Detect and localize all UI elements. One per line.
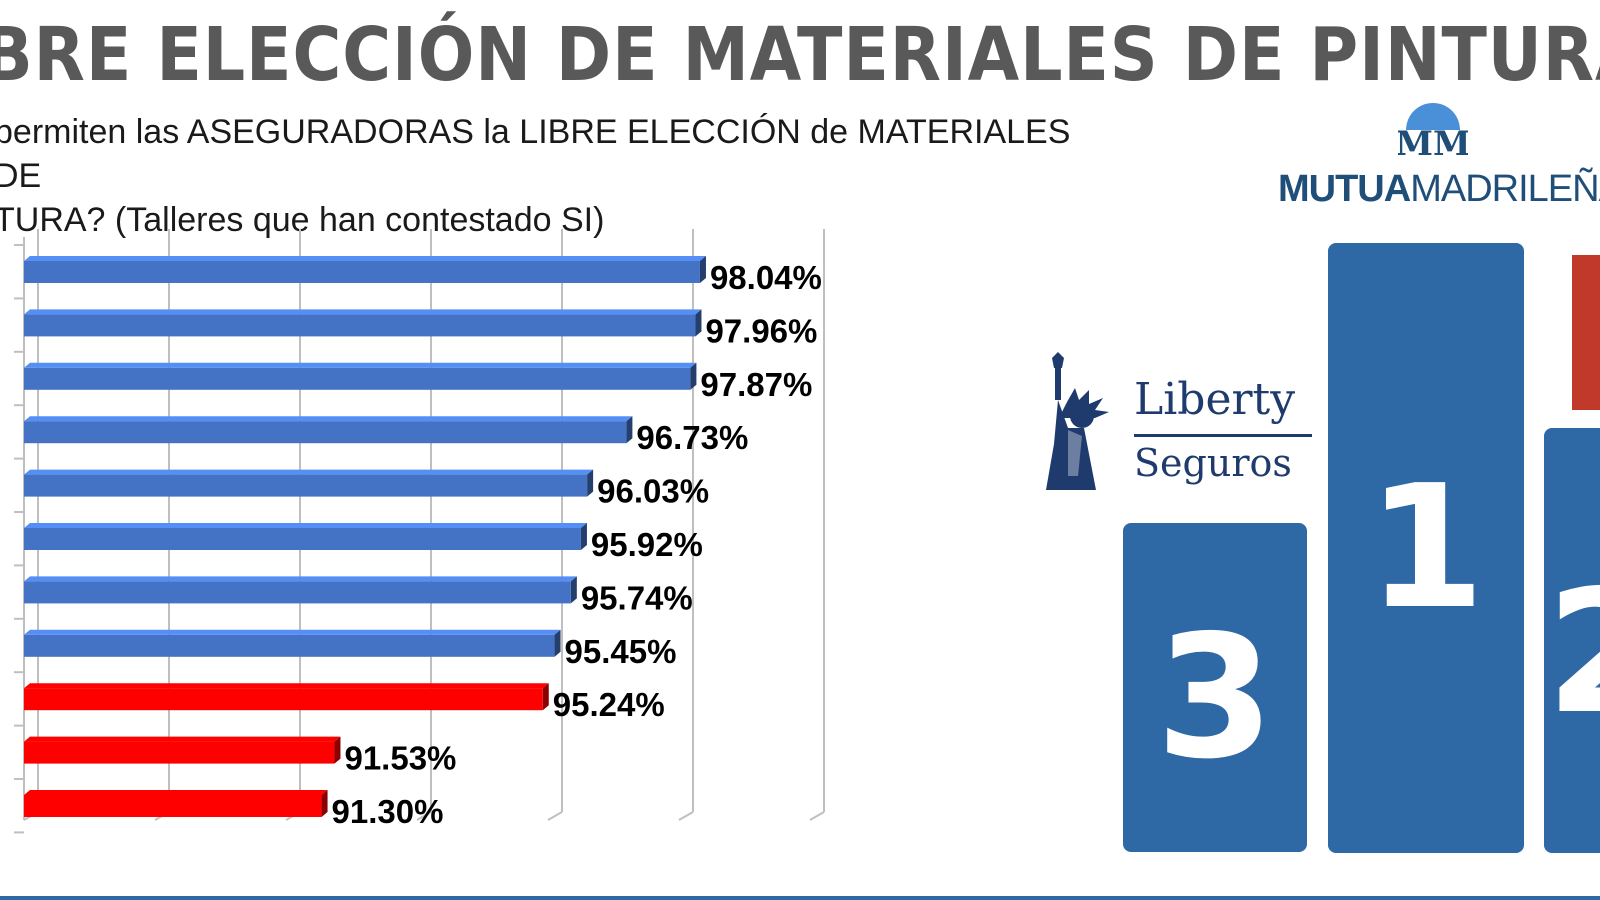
bar <box>24 581 571 604</box>
bar-end <box>554 629 561 657</box>
bar-end <box>695 309 702 337</box>
bar-end <box>690 362 697 390</box>
data-label: 91.53% <box>344 740 456 777</box>
bar <box>24 528 581 550</box>
data-label: 96.03% <box>597 473 709 510</box>
bar <box>24 367 691 390</box>
bar-top <box>24 576 577 582</box>
question-line-2: TURA? (Talleres que han contestado SI) <box>0 201 605 239</box>
data-label: 97.87% <box>700 366 812 403</box>
bar <box>24 634 555 657</box>
liberty-underline <box>1134 434 1312 437</box>
data-label: 95.74% <box>581 579 693 616</box>
liberty-seguros-logo: Liberty Seguros <box>1022 350 1312 500</box>
podium-number-2: 2 <box>1546 568 1600 738</box>
podium-second-place: 2 <box>1544 428 1600 853</box>
bar <box>24 741 335 764</box>
data-label: 91.30% <box>332 793 444 830</box>
bottom-divider <box>0 896 1600 900</box>
bar-end <box>570 576 577 604</box>
bar-top <box>24 256 706 261</box>
bar-top <box>24 416 633 422</box>
bar-end <box>699 256 706 283</box>
mutua-madrilena-emblem-icon: MM <box>1398 103 1468 162</box>
mutua-mark-text: MM <box>1398 124 1468 162</box>
bar-end <box>580 523 587 550</box>
bar-end <box>626 416 633 444</box>
bar-end <box>321 790 328 817</box>
statue-of-liberty-icon <box>1046 352 1109 490</box>
bar <box>24 474 588 497</box>
bar-top <box>24 469 594 475</box>
bar-top <box>24 629 561 635</box>
data-label: 95.45% <box>565 633 677 670</box>
page-title: BRE ELECCIÓN DE MATERIALES DE PINTURA <box>0 12 1600 98</box>
red-accent-block <box>1572 255 1600 410</box>
data-label: 95.24% <box>553 686 665 723</box>
bar <box>24 688 543 711</box>
bar-chart: 98.04% 97.96% 97.87% 96.73% 96.03% 95.92% 95.7… <box>14 229 825 834</box>
bar-top <box>24 683 549 689</box>
bar-end <box>334 736 341 764</box>
podium-number-3: 3 <box>1155 599 1275 797</box>
bar-top <box>24 790 328 795</box>
gridline-floor <box>547 811 563 821</box>
bar <box>24 421 627 444</box>
survey-question: permiten las ASEGURADORAS la LIBRE ELECC… <box>0 110 1094 242</box>
bar-end <box>542 683 549 711</box>
mutua-word-light: MADRILEÑA <box>1410 168 1600 210</box>
bar-top <box>24 362 697 368</box>
bar-end <box>587 469 594 497</box>
mutua-madrilena-wordmark: MUTUAMADRILEÑA <box>1278 168 1600 211</box>
data-label: 97.96% <box>705 312 817 349</box>
bar <box>24 314 696 337</box>
liberty-name: Liberty <box>1134 374 1296 425</box>
mutua-word-bold: MUTUA <box>1278 168 1411 210</box>
data-label: 95.92% <box>591 526 703 563</box>
bar-top <box>24 523 587 528</box>
podium-third-place: 3 <box>1123 523 1307 852</box>
bar <box>24 261 700 283</box>
gridline-floor <box>416 811 432 821</box>
mutua-madrilena-logo: MM MUTUAMADRILEÑA <box>1278 100 1600 220</box>
gridline-floor <box>678 811 694 821</box>
question-line-1: permiten las ASEGURADORAS la LIBRE ELECC… <box>0 113 1071 195</box>
podium-number-1: 1 <box>1366 449 1486 647</box>
data-label: 96.73% <box>636 419 748 456</box>
gridline-floor <box>809 811 825 821</box>
bar <box>24 795 322 817</box>
bar-top <box>24 309 702 315</box>
data-label: 98.04% <box>710 259 822 296</box>
bar-top <box>24 736 341 742</box>
liberty-subtitle: Seguros <box>1134 441 1292 485</box>
podium-first-place: 1 <box>1328 243 1524 853</box>
